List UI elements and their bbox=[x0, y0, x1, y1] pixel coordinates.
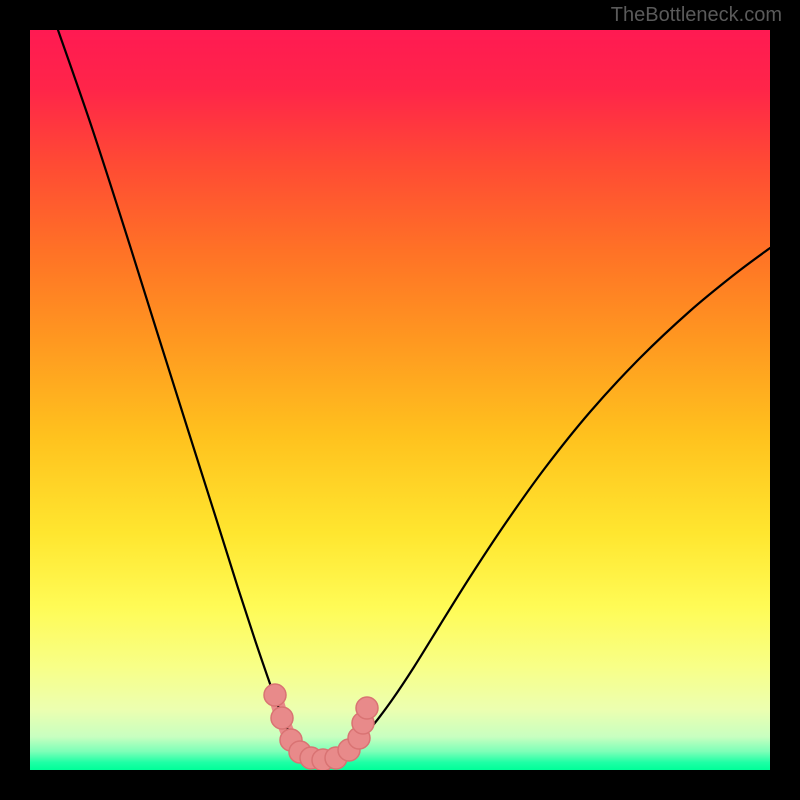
curve-right bbox=[322, 248, 770, 759]
bottleneck-curves bbox=[30, 30, 770, 770]
watermark: TheBottleneck.com bbox=[611, 4, 782, 27]
data-marker bbox=[264, 684, 286, 706]
data-marker bbox=[356, 697, 378, 719]
chart-plot-area bbox=[30, 30, 770, 770]
data-markers bbox=[264, 684, 378, 770]
data-marker bbox=[271, 707, 293, 729]
curve-left bbox=[58, 30, 322, 759]
